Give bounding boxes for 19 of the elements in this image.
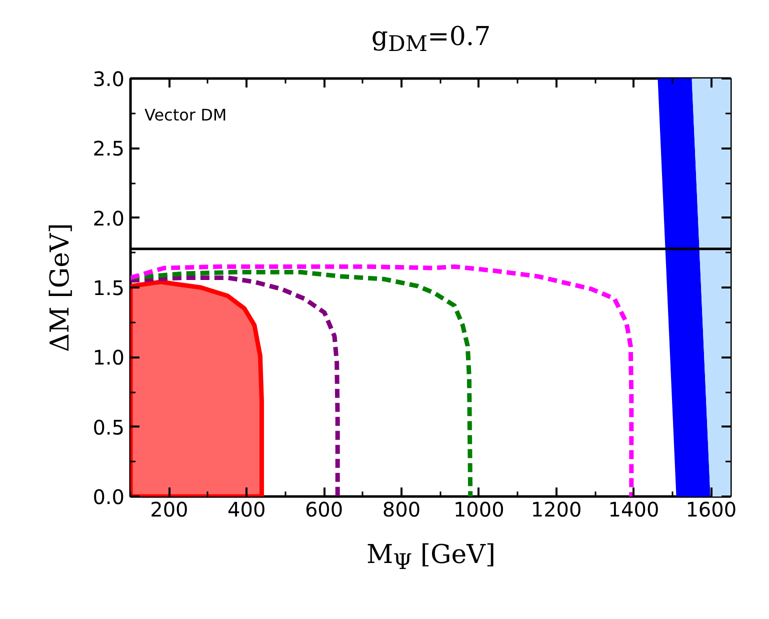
x-tick-label: 1000 [453, 498, 504, 522]
x-tick-label: 200 [150, 498, 188, 522]
x-tick-label: 800 [382, 498, 421, 522]
x-tick-label: 600 [304, 498, 344, 522]
x-axis-title: M$_{Ψ}$ [GeV] [366, 540, 496, 576]
annotation: Vector DM [144, 106, 227, 124]
y-axis-title: ΔM [GeV] [46, 223, 76, 352]
y-tick-label: 1.0 [92, 346, 125, 370]
y-tick-label: 0.5 [92, 415, 125, 440]
y-tick-label: 2.5 [92, 136, 125, 161]
x-tick-label: 1400 [608, 498, 660, 522]
y-tick-label: 3.0 [92, 67, 125, 91]
y-tick-label: 2.0 [92, 206, 125, 230]
x-tick-label: 400 [228, 498, 266, 522]
x-tick-label: 1600 [686, 498, 737, 522]
chart-title: g$_{DM}$=0.7 [371, 22, 491, 58]
y-tick-label: 0.0 [92, 485, 125, 509]
y-tick-label: 1.5 [92, 276, 125, 300]
x-tick-label: 1200 [530, 498, 582, 522]
